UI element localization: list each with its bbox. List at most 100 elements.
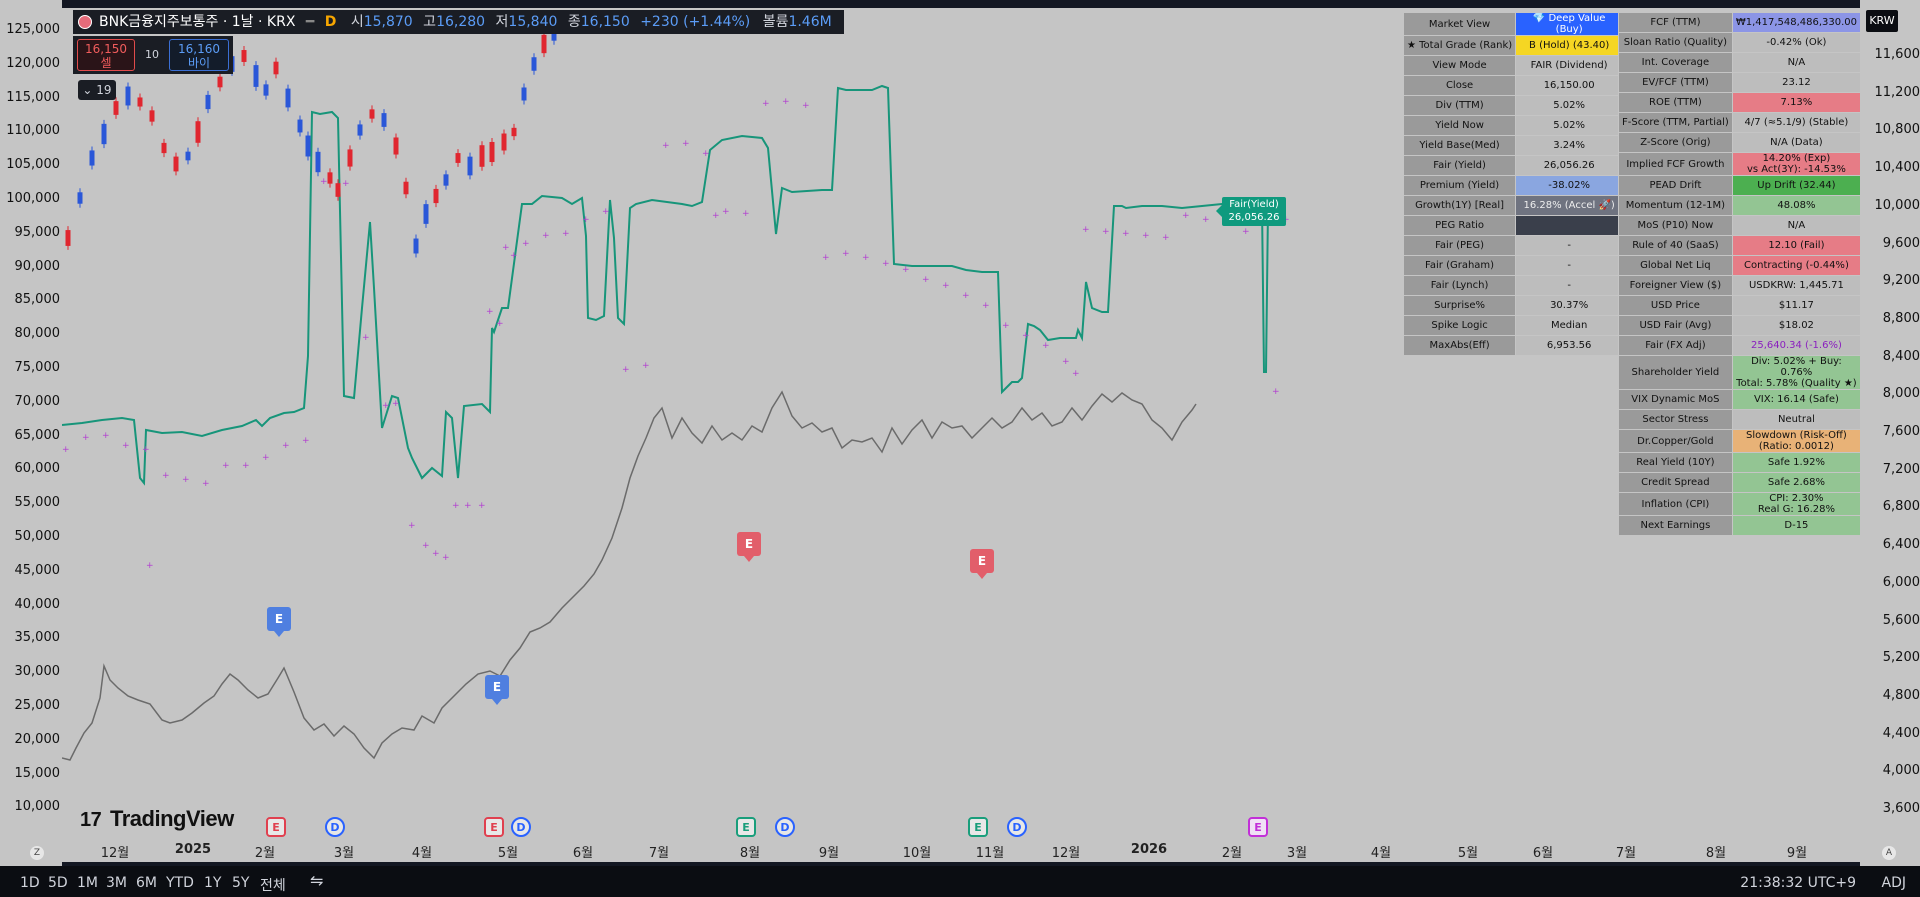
metric-name: Dr.Copper/Gold <box>1618 429 1733 453</box>
fair-estimate-dot: + <box>320 177 328 187</box>
left-axis-tick: 20,000 <box>14 731 61 747</box>
auto-scale-button[interactable]: A <box>1882 846 1896 860</box>
table-row: Global Net Liq Contracting (-0.44%) <box>1618 255 1862 276</box>
left-axis-tick: 35,000 <box>14 630 61 646</box>
right-price-axis[interactable] <box>1860 0 1920 866</box>
range-button-1m[interactable]: 1M <box>77 875 98 891</box>
candle-body <box>125 86 131 106</box>
metric-name: F-Score (TTM, Partial) <box>1618 112 1733 133</box>
left-axis-tick: 55,000 <box>14 495 61 511</box>
fair-estimate-dot: + <box>452 501 460 511</box>
range-button-3m[interactable]: 3M <box>106 875 127 891</box>
candle-body <box>161 142 167 154</box>
metric-name: Fair (PEG) <box>1402 235 1517 256</box>
candle-body <box>173 156 179 172</box>
earnings-event-icon[interactable]: E <box>266 817 286 837</box>
tradingview-logo[interactable]: 17 TradingView <box>80 806 234 832</box>
sell-button[interactable]: 16,150 셀 <box>77 39 135 71</box>
left-axis-tick: 90,000 <box>14 258 61 274</box>
table-row: Fair (FX Adj) 25,640.34 (-1.6%) <box>1618 335 1862 356</box>
left-axis-tick: 45,000 <box>14 562 61 578</box>
dividend-event-icon[interactable]: D <box>1007 817 1027 837</box>
metric-value: - <box>1515 275 1624 296</box>
earnings-event-icon[interactable]: E <box>736 817 756 837</box>
candle-body <box>149 110 155 122</box>
dividend-event-icon[interactable]: D <box>325 817 345 837</box>
range-button-1d[interactable]: 1D <box>20 875 40 891</box>
date-range-icon[interactable]: ⇋ <box>310 871 324 890</box>
metric-value: Contracting (-0.44%) <box>1731 255 1862 276</box>
metric-value: 5.02% <box>1515 115 1624 136</box>
zoom-button[interactable]: Z <box>30 846 44 860</box>
left-price-axis[interactable] <box>0 0 62 866</box>
candle-body <box>501 133 507 151</box>
range-button-6m[interactable]: 6M <box>136 875 157 891</box>
adjust-toggle[interactable]: ADJ <box>1881 875 1907 891</box>
fair-yield-price-label: Fair(Yield) 26,056.26 <box>1216 197 1286 226</box>
fundamentals-table-left: Market View 💎 Deep Value (Buy) ★ Total Gra… <box>1402 12 1624 356</box>
table-row: PEAD Drift Up Drift (32.44) <box>1618 175 1862 196</box>
fair-estimate-dot: + <box>262 453 270 463</box>
metric-value: - <box>1515 255 1624 276</box>
fair-estimate-dot: + <box>282 441 290 451</box>
volume-value: 1.46M <box>788 14 832 30</box>
upcoming-earnings-icon[interactable]: E <box>1248 817 1268 837</box>
time-axis-tick: 12월 <box>100 846 130 861</box>
fair-estimate-dot: + <box>1022 331 1030 341</box>
time-axis-tick: 8월 <box>739 846 761 861</box>
candle-body <box>185 151 191 161</box>
fair-estimate-dot: + <box>742 209 750 219</box>
fair-estimate-dot: + <box>722 207 730 217</box>
earnings-flag[interactable]: E <box>970 549 994 579</box>
currency-badge[interactable]: KRW <box>1866 10 1898 32</box>
bottom-toolbar: 1D 5D 1M 3M 6M YTD 1Y 5Y 전체 ⇋ 21:38:32 UTC+9 ADJ <box>0 866 1920 897</box>
candle-body <box>241 50 247 62</box>
sell-label: 셀 <box>100 56 112 70</box>
earnings-flag[interactable]: E <box>267 607 291 637</box>
table-row: Rule of 40 (SaaS) 12.10 (Fail) <box>1618 235 1862 256</box>
symbol-title[interactable]: BNK금융지주보통주 · 1날 · KRX <box>99 14 296 30</box>
sell-price: 16,150 <box>85 42 127 56</box>
buy-label: 바이 <box>187 56 211 70</box>
earnings-event-icon[interactable]: E <box>968 817 988 837</box>
table-row: Foreigner View ($) USDKRW: 1,445.71 <box>1618 275 1862 296</box>
metric-value: CPI: 2.30% Real G: 16.28% <box>1731 492 1862 516</box>
buy-button[interactable]: 16,160 바이 <box>169 39 229 71</box>
range-button-전체[interactable]: 전체 <box>260 878 286 894</box>
earnings-flag[interactable]: E <box>485 675 509 705</box>
left-axis-tick: 50,000 <box>14 529 61 544</box>
range-button-5y[interactable]: 5Y <box>232 875 250 891</box>
fair-estimate-dot: + <box>962 291 970 301</box>
dividend-event-icon[interactable]: D <box>775 817 795 837</box>
range-button-1y[interactable]: 1Y <box>204 875 222 891</box>
candle-body <box>511 127 517 137</box>
price-line <box>62 390 1197 761</box>
range-button-5d[interactable]: 5D <box>48 875 68 891</box>
earnings-flag[interactable]: E <box>737 532 761 562</box>
brand-name: TradingView <box>110 806 234 831</box>
symbol-logo-icon <box>78 15 92 29</box>
right-axis-tick: 11,600 <box>1874 47 1920 62</box>
metric-value: $11.17 <box>1731 295 1862 316</box>
fair-estimate-dot: + <box>942 281 950 291</box>
change-value: +230 (+1.44%) <box>640 14 751 30</box>
metric-name: EV/FCF (TTM) <box>1618 72 1733 93</box>
metric-name: PEG Ratio <box>1402 215 1517 236</box>
clock[interactable]: 21:38:32 UTC+9 <box>1740 875 1856 891</box>
metric-name: Credit Spread <box>1618 472 1733 493</box>
symbol-legend[interactable]: BNK금융지주보통주 · 1날 · KRX ━ D 시15,870 고16,28… <box>73 10 844 34</box>
fair-estimate-dot: + <box>802 101 810 111</box>
indicators-collapse-button[interactable]: ⌄ 19 <box>78 80 116 100</box>
metric-name: Fair (Yield) <box>1402 155 1517 176</box>
fair-estimate-dot: + <box>222 461 230 471</box>
metric-name: ROE (TTM) <box>1618 92 1733 113</box>
high-value: 16,280 <box>436 14 486 30</box>
fair-estimate-dot: + <box>862 253 870 263</box>
earnings-event-icon[interactable]: E <box>484 817 504 837</box>
metric-name: Implied FCF Growth <box>1618 152 1733 176</box>
metric-value: 25,640.34 (-1.6%) <box>1731 335 1862 356</box>
fair-estimate-dot: + <box>1042 341 1050 351</box>
dividend-event-icon[interactable]: D <box>511 817 531 837</box>
range-button-ytd[interactable]: YTD <box>166 875 194 891</box>
right-axis-tick: 9,200 <box>1882 273 1920 289</box>
